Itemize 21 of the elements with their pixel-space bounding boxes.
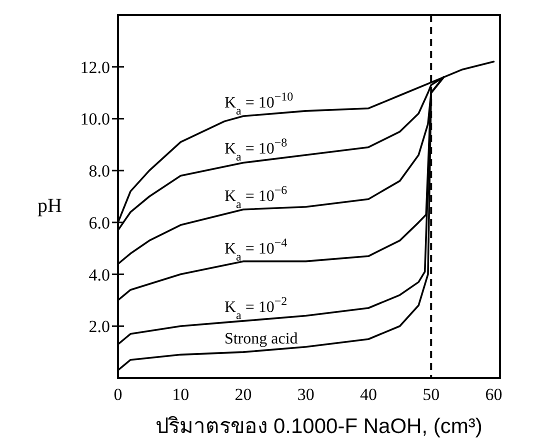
x-tick-label: 0 — [114, 385, 122, 404]
series-label: K$_{a}$ = 10$^{−10}$ — [224, 89, 294, 118]
x-tick-label: 40 — [360, 385, 377, 404]
x-tick-label: 30 — [297, 385, 314, 404]
x-tick-label: 60 — [485, 385, 502, 404]
x-tick-label: 50 — [422, 385, 440, 404]
series-label: Strong acid — [224, 330, 298, 348]
y-axis-title: pH — [38, 195, 62, 218]
x-tick-label: 20 — [234, 385, 252, 404]
series-label: K$_{a}$ = 10$^{−4}$ — [224, 236, 288, 264]
series-label: K$_{a}$ = 10$^{−8}$ — [224, 135, 288, 164]
x-axis-title: ปริมาตรของ 0.1000-F NaOH, (cm³) — [156, 415, 482, 438]
series-label: K$_{a}$ = 10$^{−2}$ — [224, 294, 288, 322]
y-tick-label: 6.0 — [88, 213, 110, 232]
y-tick-label: 12.0 — [80, 58, 110, 77]
y-tick-label: 8.0 — [88, 162, 110, 181]
y-tick-label: 2.0 — [88, 317, 110, 336]
x-tick-label: 10 — [172, 385, 190, 404]
series-label: K$_{a}$ = 10$^{−6}$ — [224, 183, 288, 212]
y-tick-label: 10.0 — [80, 110, 110, 129]
y-tick-label: 4.0 — [88, 265, 110, 284]
